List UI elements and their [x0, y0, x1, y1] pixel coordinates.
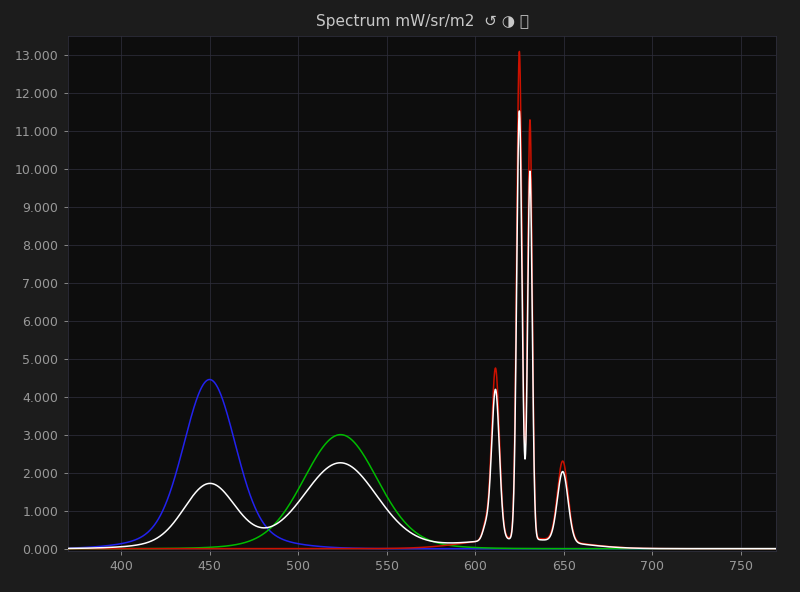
Title: Spectrum mW/sr/m2  ↺ ◑ ⎕: Spectrum mW/sr/m2 ↺ ◑ ⎕ — [315, 14, 529, 29]
